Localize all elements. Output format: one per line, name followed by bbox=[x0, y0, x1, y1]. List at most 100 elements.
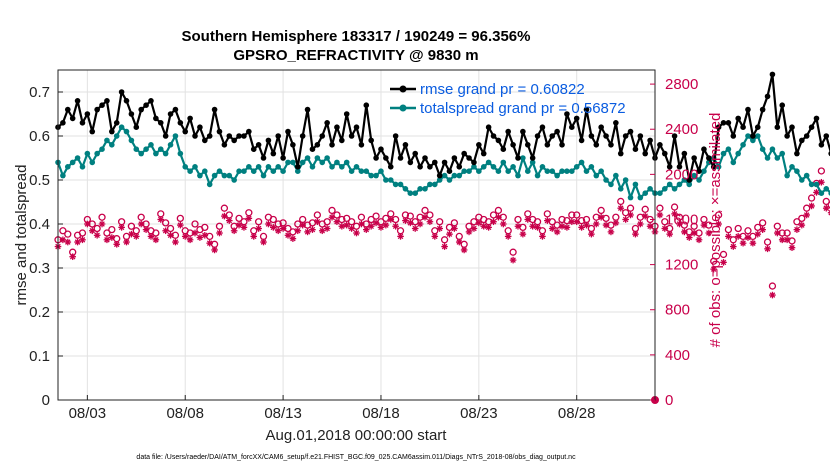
obs-assimilated-marker bbox=[294, 227, 302, 235]
obs-assimilated-marker bbox=[191, 229, 199, 237]
point-totalspread bbox=[187, 168, 193, 174]
point-totalspread bbox=[451, 172, 458, 179]
point-totalspread bbox=[246, 164, 252, 170]
point-totalspread bbox=[661, 186, 668, 192]
point-rmse bbox=[813, 115, 820, 122]
point-totalspread bbox=[598, 168, 604, 174]
point-totalspread bbox=[794, 168, 800, 174]
point-totalspread bbox=[789, 164, 795, 170]
grid bbox=[58, 70, 655, 401]
obs-assimilated-marker bbox=[671, 210, 678, 218]
obs-assimilated-marker bbox=[793, 226, 801, 233]
point-rmse bbox=[789, 124, 795, 130]
point-rmse bbox=[578, 137, 585, 144]
point-rmse bbox=[216, 128, 223, 135]
point-totalspread bbox=[441, 172, 448, 179]
obs-possible-marker bbox=[783, 229, 791, 237]
obs-assimilated-marker bbox=[235, 221, 243, 229]
point-rmse bbox=[69, 115, 76, 122]
point-rmse bbox=[617, 150, 624, 157]
obs-possible-marker bbox=[108, 225, 116, 234]
point-totalspread bbox=[578, 159, 585, 166]
obs-possible-marker bbox=[626, 204, 635, 212]
point-rmse bbox=[740, 124, 746, 130]
obs-possible-marker bbox=[573, 211, 581, 219]
point-rmse bbox=[759, 106, 766, 113]
obs-assimilated-marker bbox=[372, 219, 380, 227]
point-rmse bbox=[549, 133, 556, 139]
point-rmse bbox=[603, 133, 609, 139]
point-rmse bbox=[157, 120, 164, 126]
point-rmse bbox=[735, 115, 741, 122]
obs-possible-marker bbox=[343, 214, 351, 223]
obs-assimilated-marker bbox=[681, 228, 688, 236]
legend-rmse-label: rmse grand pr = 0.60822 bbox=[420, 81, 585, 98]
obs-assimilated-marker bbox=[612, 219, 620, 227]
point-totalspread bbox=[622, 177, 629, 183]
obs-assimilated-marker bbox=[279, 225, 287, 232]
point-rmse bbox=[823, 133, 830, 139]
obs-assimilated-marker bbox=[764, 245, 771, 253]
legend-rmse-marker bbox=[399, 85, 407, 93]
point-rmse bbox=[441, 159, 448, 166]
point-rmse bbox=[642, 150, 649, 157]
obs-possible-marker bbox=[788, 237, 796, 245]
point-totalspread bbox=[500, 159, 507, 166]
point-totalspread bbox=[202, 168, 208, 174]
obs-possible-marker bbox=[729, 236, 737, 244]
point-totalspread bbox=[250, 168, 257, 174]
obs-possible-marker bbox=[798, 214, 806, 223]
point-rmse bbox=[593, 142, 600, 148]
obs-assimilated-marker bbox=[617, 204, 625, 212]
point-totalspread bbox=[118, 124, 125, 130]
point-totalspread bbox=[109, 142, 115, 148]
obs-assimilated-marker bbox=[147, 233, 155, 240]
point-rmse bbox=[637, 133, 644, 139]
point-totalspread bbox=[431, 181, 438, 188]
point-totalspread bbox=[383, 177, 389, 183]
point-totalspread bbox=[226, 172, 233, 179]
point-totalspread bbox=[64, 164, 71, 170]
point-rmse bbox=[407, 159, 414, 166]
point-rmse bbox=[353, 124, 360, 130]
point-totalspread bbox=[172, 133, 179, 139]
point-totalspread bbox=[691, 172, 697, 179]
point-totalspread bbox=[759, 146, 766, 152]
obs-assimilated-marker bbox=[529, 222, 536, 230]
obs-assimilated-marker bbox=[201, 231, 209, 239]
point-rmse bbox=[661, 150, 668, 157]
point-totalspread bbox=[378, 168, 384, 174]
obs-assimilated-marker bbox=[607, 228, 615, 236]
obs-possible-marker bbox=[254, 218, 263, 226]
point-totalspread bbox=[324, 155, 330, 161]
obs-possible-marker bbox=[201, 223, 209, 232]
point-totalspread bbox=[427, 181, 433, 188]
obs-assimilated-marker bbox=[274, 227, 282, 235]
point-rmse bbox=[583, 106, 590, 113]
point-rmse bbox=[764, 93, 771, 100]
point-totalspread bbox=[265, 164, 272, 170]
obs-assimilated-marker bbox=[490, 218, 497, 226]
obs-assimilated-marker bbox=[255, 225, 262, 232]
obs-assimilated-marker bbox=[676, 220, 683, 228]
point-rmse bbox=[471, 159, 477, 166]
point-rmse bbox=[632, 146, 639, 152]
obs-assimilated-marker bbox=[446, 230, 453, 238]
obs-assimilated-marker bbox=[583, 221, 590, 229]
point-rmse bbox=[769, 71, 776, 78]
obs-assimilated-marker bbox=[142, 226, 150, 233]
point-rmse bbox=[417, 164, 423, 170]
point-rmse bbox=[206, 133, 213, 139]
obs-possible-marker bbox=[719, 250, 728, 259]
point-totalspread bbox=[529, 159, 536, 166]
point-rmse bbox=[270, 150, 277, 157]
obs-possible-marker bbox=[440, 236, 449, 244]
point-totalspread bbox=[480, 164, 487, 170]
obs-possible-marker bbox=[269, 215, 277, 224]
legend: rmse grand pr = 0.60822 totalspread gran… bbox=[390, 81, 626, 117]
x-tick-label: 08/03 bbox=[69, 405, 107, 422]
obs-possible-marker bbox=[543, 210, 551, 218]
point-totalspread bbox=[69, 159, 76, 166]
point-rmse bbox=[246, 128, 252, 135]
point-totalspread bbox=[456, 172, 463, 179]
